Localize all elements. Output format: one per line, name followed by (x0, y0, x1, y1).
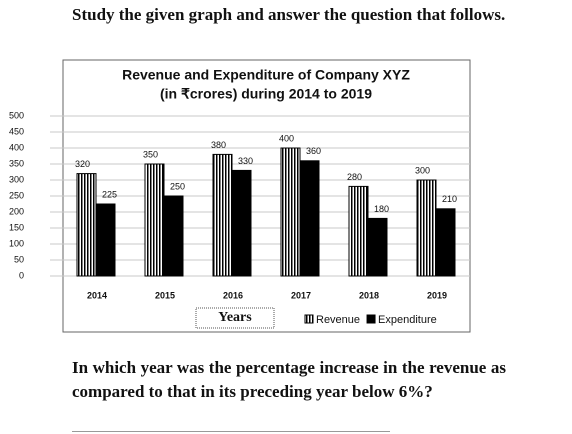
x-tick-label: 2017 (291, 290, 311, 300)
x-tick-label: 2016 (223, 290, 243, 300)
y-tick-label: 450 (9, 126, 24, 136)
chart-subtitle: (in ₹crores) during 2014 to 2019 (160, 86, 372, 102)
data-label: 280 (347, 172, 362, 182)
y-tick-label: 50 (14, 254, 24, 264)
legend-swatch (304, 314, 314, 324)
y-tick-label: 350 (9, 158, 24, 168)
bar (435, 208, 456, 277)
data-label: 250 (170, 181, 185, 191)
y-tick-label: 300 (9, 174, 24, 184)
bar (348, 185, 369, 277)
bar (231, 169, 252, 277)
data-label: 225 (102, 189, 117, 199)
data-label: 210 (442, 194, 457, 204)
legend-label: Expenditure (378, 314, 437, 326)
bar (280, 147, 301, 277)
legend-swatch (366, 314, 376, 324)
x-axis-label: Years (218, 310, 252, 325)
data-label: 330 (238, 156, 253, 166)
x-label-box (195, 307, 275, 329)
y-tick-label: 200 (9, 206, 24, 216)
legend-label: Revenue (316, 314, 360, 326)
chart-title: Revenue and Expenditure of Company XYZ (122, 67, 410, 83)
data-label: 300 (415, 165, 430, 175)
y-tick-label: 500 (9, 110, 24, 120)
bar (163, 195, 184, 277)
x-tick-label: 2019 (427, 290, 447, 300)
bar (95, 203, 116, 277)
x-tick-label: 2015 (155, 290, 175, 300)
y-tick-label: 400 (9, 142, 24, 152)
y-tick-label: 0 (19, 270, 24, 280)
bar (367, 217, 388, 277)
bar (76, 173, 97, 277)
underline (72, 431, 390, 432)
data-label: 380 (211, 140, 226, 150)
question: In which year was the percentage increas… (72, 358, 506, 401)
data-label: 320 (75, 159, 90, 169)
x-tick-label: 2014 (87, 290, 107, 300)
y-tick-label: 250 (9, 190, 24, 200)
y-tick-label: 100 (9, 238, 24, 248)
data-label: 350 (143, 149, 158, 159)
bar (144, 163, 165, 277)
bar (299, 160, 320, 277)
data-label: 360 (306, 146, 321, 156)
data-label: 180 (374, 204, 389, 214)
instruction: Study the given graph and answer the que… (72, 5, 506, 24)
data-label: 400 (279, 133, 294, 143)
bar (212, 153, 233, 277)
x-tick-label: 2018 (359, 290, 379, 300)
y-tick-label: 150 (9, 222, 24, 232)
bar (416, 179, 437, 277)
